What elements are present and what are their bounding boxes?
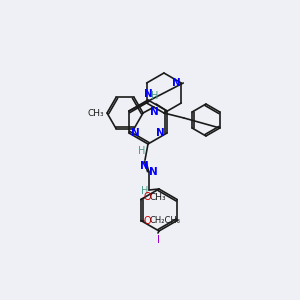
Text: CH₂CH₃: CH₂CH₃ <box>150 216 181 225</box>
Text: N: N <box>149 167 158 177</box>
Text: N: N <box>144 89 152 99</box>
Text: CH₃: CH₃ <box>150 193 166 202</box>
Text: CH₃: CH₃ <box>87 109 104 118</box>
Text: I: I <box>157 235 160 245</box>
Text: N: N <box>140 161 148 171</box>
Text: N: N <box>150 107 158 117</box>
Text: O: O <box>144 193 152 202</box>
Text: H: H <box>138 146 146 156</box>
Text: H: H <box>152 91 159 101</box>
Text: N: N <box>172 78 180 88</box>
Text: O: O <box>144 215 152 226</box>
Text: N: N <box>156 128 165 138</box>
Text: H: H <box>141 186 149 196</box>
Text: N: N <box>131 128 140 138</box>
